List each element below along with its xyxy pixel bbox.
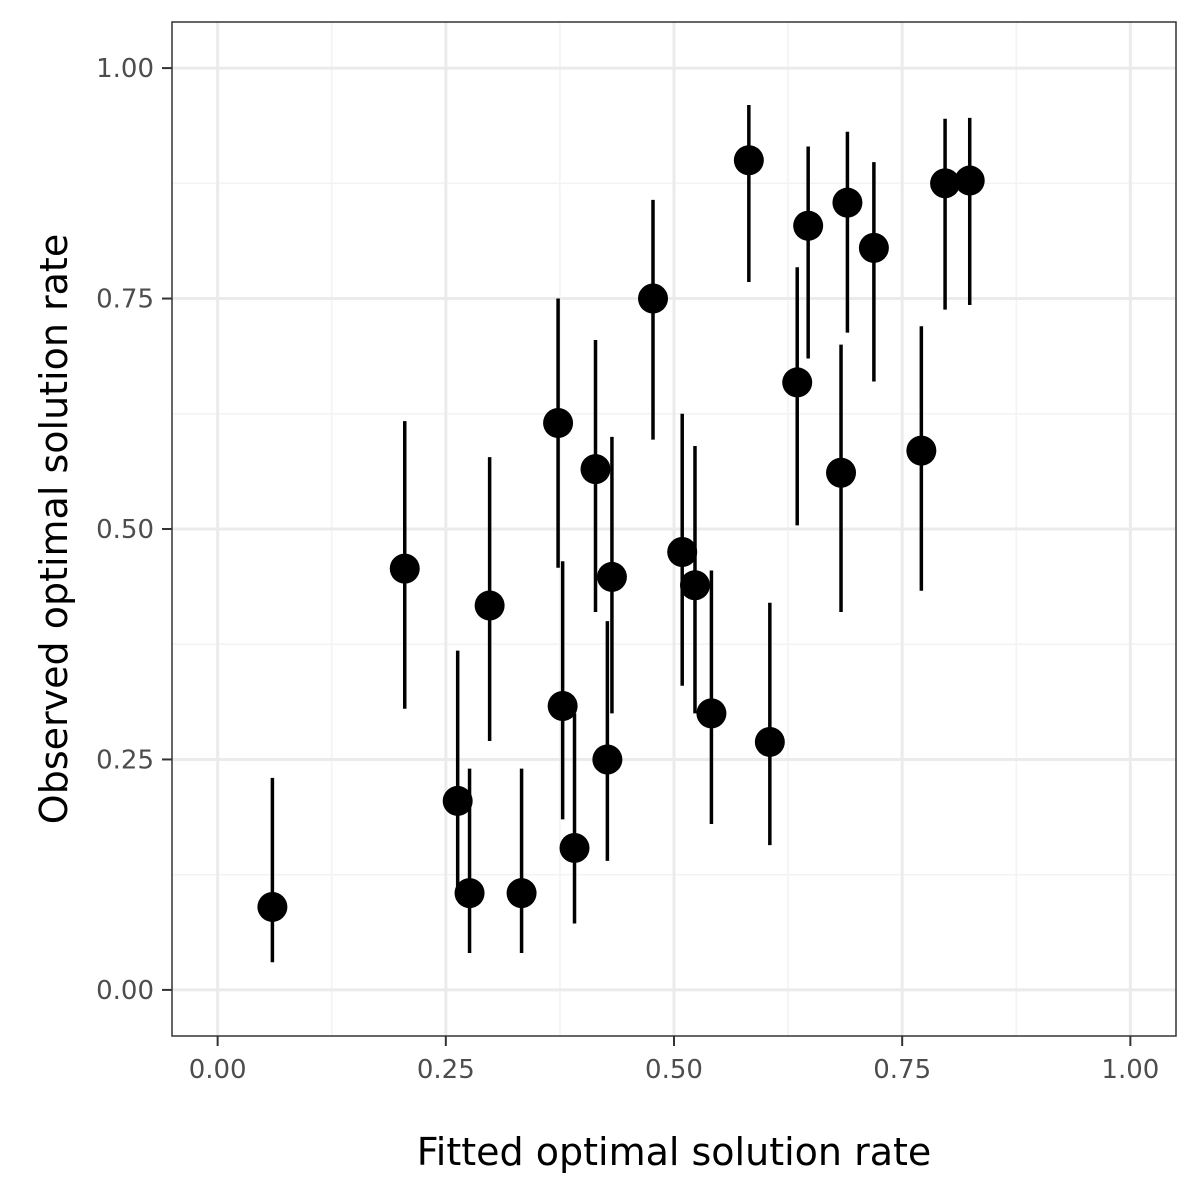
x-axis-title: Fitted optimal solution rate: [417, 1130, 932, 1174]
y-tick-label: 1.00: [96, 54, 154, 84]
y-axis-title: Observed optimal solution rate: [32, 234, 76, 824]
data-point: [442, 785, 473, 816]
x-tick-label: 0.00: [189, 1055, 247, 1085]
data-point: [832, 187, 863, 218]
data-point: [954, 165, 985, 196]
x-tick-label: 1.00: [1101, 1055, 1159, 1085]
data-point: [793, 210, 824, 241]
data-point: [858, 232, 889, 263]
data-point: [930, 168, 961, 199]
data-point: [257, 891, 288, 922]
data-point: [906, 435, 937, 466]
data-point: [592, 744, 623, 775]
data-point: [389, 553, 420, 584]
data-point: [754, 726, 785, 757]
y-tick-label: 0.75: [96, 285, 154, 315]
data-point: [733, 145, 764, 176]
y-tick-label: 0.25: [96, 745, 154, 775]
y-tick-label: 0.50: [96, 515, 154, 545]
x-axis-ticks: 0.00 0.25 0.50 0.75 1.00: [189, 1036, 1159, 1085]
x-tick-label: 0.75: [873, 1055, 931, 1085]
data-point: [454, 878, 485, 909]
data-point: [679, 570, 710, 601]
data-point: [474, 590, 505, 621]
data-point: [543, 407, 574, 438]
data-point: [506, 878, 537, 909]
major-gridlines: [172, 22, 1176, 1036]
data-point: [667, 537, 698, 568]
x-tick-label: 0.50: [645, 1055, 703, 1085]
data-point: [580, 454, 611, 485]
data-point: [596, 561, 627, 592]
data-point: [559, 832, 590, 863]
y-tick-label: 0.00: [96, 976, 154, 1006]
x-tick-label: 0.25: [417, 1055, 475, 1085]
data-point: [782, 367, 813, 398]
data-points: [257, 145, 985, 922]
data-point: [547, 690, 578, 721]
data-point: [696, 698, 727, 729]
data-point: [826, 457, 857, 488]
data-point: [638, 283, 669, 314]
y-axis-ticks: 0.00 0.25 0.50 0.75 1.00: [96, 54, 172, 1006]
